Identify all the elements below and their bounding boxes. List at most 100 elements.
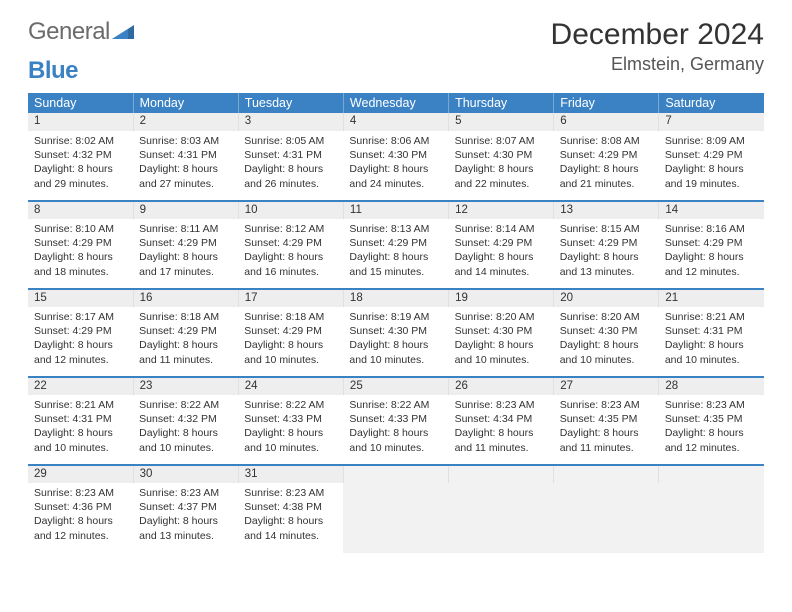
day-number: 12	[449, 201, 554, 219]
sunset-text: Sunset: 4:30 PM	[349, 324, 442, 338]
weekday-header: Thursday	[449, 93, 554, 113]
day-number	[343, 465, 448, 483]
day-body-row: Sunrise: 8:02 AMSunset: 4:32 PMDaylight:…	[28, 131, 764, 201]
sunset-text: Sunset: 4:29 PM	[455, 236, 548, 250]
daylight-text: Daylight: 8 hours and 10 minutes.	[349, 426, 442, 454]
daylight-text: Daylight: 8 hours and 14 minutes.	[244, 514, 337, 542]
day-number-row: 1234567	[28, 113, 764, 131]
sunrise-text: Sunrise: 8:19 AM	[349, 310, 442, 324]
sunrise-text: Sunrise: 8:14 AM	[455, 222, 548, 236]
daylight-text: Daylight: 8 hours and 21 minutes.	[560, 162, 653, 190]
weekday-header: Friday	[554, 93, 659, 113]
day-number: 3	[238, 113, 343, 131]
day-number	[449, 465, 554, 483]
sunrise-text: Sunrise: 8:16 AM	[665, 222, 758, 236]
day-cell: Sunrise: 8:19 AMSunset: 4:30 PMDaylight:…	[343, 307, 448, 377]
sunset-text: Sunset: 4:29 PM	[244, 236, 337, 250]
day-cell: Sunrise: 8:22 AMSunset: 4:33 PMDaylight:…	[343, 395, 448, 465]
sunset-text: Sunset: 4:35 PM	[665, 412, 758, 426]
day-number: 16	[133, 289, 238, 307]
sunrise-text: Sunrise: 8:03 AM	[139, 134, 232, 148]
sunrise-text: Sunrise: 8:18 AM	[244, 310, 337, 324]
day-cell	[449, 483, 554, 553]
brand-part2: Blue	[28, 57, 78, 85]
day-cell: Sunrise: 8:13 AMSunset: 4:29 PMDaylight:…	[343, 219, 448, 289]
daylight-text: Daylight: 8 hours and 11 minutes.	[560, 426, 653, 454]
day-cell: Sunrise: 8:07 AMSunset: 4:30 PMDaylight:…	[449, 131, 554, 201]
daylight-text: Daylight: 8 hours and 13 minutes.	[560, 250, 653, 278]
day-number-row: 891011121314	[28, 201, 764, 219]
daylight-text: Daylight: 8 hours and 11 minutes.	[139, 338, 232, 366]
sunset-text: Sunset: 4:29 PM	[244, 324, 337, 338]
sunset-text: Sunset: 4:30 PM	[349, 148, 442, 162]
sunrise-text: Sunrise: 8:06 AM	[349, 134, 442, 148]
day-number: 14	[659, 201, 764, 219]
day-cell: Sunrise: 8:06 AMSunset: 4:30 PMDaylight:…	[343, 131, 448, 201]
daylight-text: Daylight: 8 hours and 22 minutes.	[455, 162, 548, 190]
day-number: 8	[28, 201, 133, 219]
sunrise-text: Sunrise: 8:13 AM	[349, 222, 442, 236]
sunset-text: Sunset: 4:30 PM	[560, 324, 653, 338]
day-number: 10	[238, 201, 343, 219]
day-cell: Sunrise: 8:12 AMSunset: 4:29 PMDaylight:…	[238, 219, 343, 289]
day-cell: Sunrise: 8:02 AMSunset: 4:32 PMDaylight:…	[28, 131, 133, 201]
brand-logo: General	[28, 18, 134, 46]
daylight-text: Daylight: 8 hours and 12 minutes.	[665, 250, 758, 278]
daylight-text: Daylight: 8 hours and 12 minutes.	[34, 514, 127, 542]
sunrise-text: Sunrise: 8:20 AM	[455, 310, 548, 324]
day-number: 13	[554, 201, 659, 219]
daylight-text: Daylight: 8 hours and 26 minutes.	[244, 162, 337, 190]
day-number: 30	[133, 465, 238, 483]
title-block: December 2024 Elmstein, Germany	[551, 18, 764, 75]
day-number	[554, 465, 659, 483]
day-cell: Sunrise: 8:17 AMSunset: 4:29 PMDaylight:…	[28, 307, 133, 377]
daylight-text: Daylight: 8 hours and 29 minutes.	[34, 162, 127, 190]
day-number	[659, 465, 764, 483]
day-cell: Sunrise: 8:09 AMSunset: 4:29 PMDaylight:…	[659, 131, 764, 201]
sunset-text: Sunset: 4:33 PM	[349, 412, 442, 426]
sunrise-text: Sunrise: 8:21 AM	[665, 310, 758, 324]
sunset-text: Sunset: 4:29 PM	[34, 236, 127, 250]
day-body-row: Sunrise: 8:21 AMSunset: 4:31 PMDaylight:…	[28, 395, 764, 465]
day-number: 22	[28, 377, 133, 395]
daylight-text: Daylight: 8 hours and 13 minutes.	[139, 514, 232, 542]
weekday-header: Tuesday	[238, 93, 343, 113]
sunset-text: Sunset: 4:29 PM	[139, 324, 232, 338]
daylight-text: Daylight: 8 hours and 10 minutes.	[560, 338, 653, 366]
sunrise-text: Sunrise: 8:21 AM	[34, 398, 127, 412]
sunset-text: Sunset: 4:29 PM	[34, 324, 127, 338]
daylight-text: Daylight: 8 hours and 16 minutes.	[244, 250, 337, 278]
day-cell	[659, 483, 764, 553]
day-number: 17	[238, 289, 343, 307]
day-number: 6	[554, 113, 659, 131]
sunrise-text: Sunrise: 8:20 AM	[560, 310, 653, 324]
day-number: 31	[238, 465, 343, 483]
sunset-text: Sunset: 4:31 PM	[244, 148, 337, 162]
sunrise-text: Sunrise: 8:23 AM	[244, 486, 337, 500]
day-cell: Sunrise: 8:18 AMSunset: 4:29 PMDaylight:…	[133, 307, 238, 377]
day-number: 2	[133, 113, 238, 131]
day-number: 23	[133, 377, 238, 395]
day-number: 11	[343, 201, 448, 219]
day-cell: Sunrise: 8:21 AMSunset: 4:31 PMDaylight:…	[28, 395, 133, 465]
sunrise-text: Sunrise: 8:23 AM	[34, 486, 127, 500]
day-number: 21	[659, 289, 764, 307]
month-title: December 2024	[551, 18, 764, 52]
day-cell: Sunrise: 8:08 AMSunset: 4:29 PMDaylight:…	[554, 131, 659, 201]
day-number: 1	[28, 113, 133, 131]
sunrise-text: Sunrise: 8:17 AM	[34, 310, 127, 324]
brand-part1: General	[28, 18, 110, 46]
day-number: 7	[659, 113, 764, 131]
sunrise-text: Sunrise: 8:08 AM	[560, 134, 653, 148]
daylight-text: Daylight: 8 hours and 24 minutes.	[349, 162, 442, 190]
day-number: 9	[133, 201, 238, 219]
sunrise-text: Sunrise: 8:23 AM	[560, 398, 653, 412]
day-cell: Sunrise: 8:11 AMSunset: 4:29 PMDaylight:…	[133, 219, 238, 289]
sunset-text: Sunset: 4:30 PM	[455, 324, 548, 338]
daylight-text: Daylight: 8 hours and 10 minutes.	[349, 338, 442, 366]
day-cell: Sunrise: 8:22 AMSunset: 4:33 PMDaylight:…	[238, 395, 343, 465]
day-number: 19	[449, 289, 554, 307]
daylight-text: Daylight: 8 hours and 17 minutes.	[139, 250, 232, 278]
day-cell: Sunrise: 8:18 AMSunset: 4:29 PMDaylight:…	[238, 307, 343, 377]
sunrise-text: Sunrise: 8:23 AM	[139, 486, 232, 500]
